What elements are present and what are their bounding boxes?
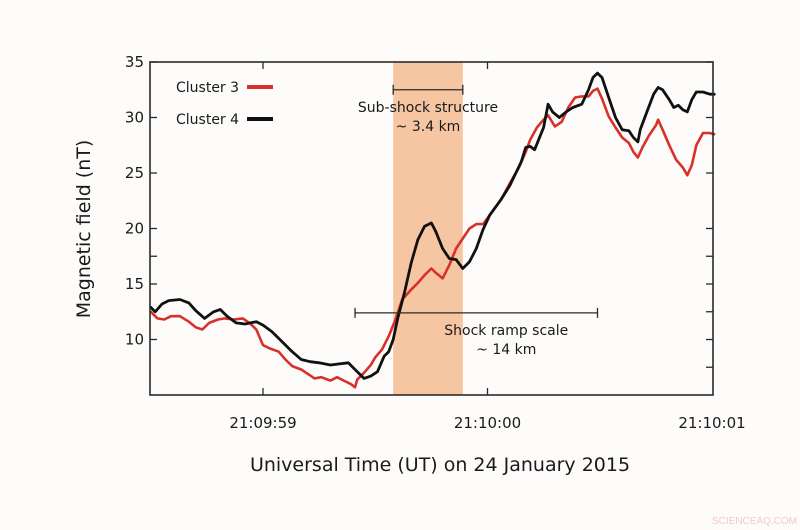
y-axis-title: Magnetic field (nT) — [73, 140, 95, 319]
sub-shock-bar-annotation: Sub-shock structure ~ 3.4 km — [358, 84, 498, 135]
y-tick-label: 20 — [125, 220, 144, 238]
y-tick-label: 25 — [125, 164, 144, 182]
legend-label-cluster-4: Cluster 4 — [176, 112, 239, 128]
series-line-cluster-4 — [149, 71, 716, 380]
legend: Cluster 3 Cluster 4 — [176, 80, 273, 128]
shock-ramp-bar-annotation: Shock ramp scale ~ 14 km — [354, 307, 599, 358]
annotations: Sub-shock structure ~ 3.4 km Shock ramp sc… — [354, 84, 599, 358]
y-tick-label: 30 — [125, 109, 144, 127]
x-tick-label: 21:10:00 — [454, 414, 521, 432]
shock-ramp-bar-value: ~ 14 km — [476, 342, 536, 358]
x-tick-label: 21:09:59 — [229, 414, 296, 432]
sub-shock-bar-label: Sub-shock structure — [358, 100, 498, 116]
y-tick-label: 10 — [125, 331, 144, 349]
watermark: SCIENCEAQ.COM — [712, 516, 797, 527]
axis-ticks: 10 15 20 25 30 35 21:09:59 21:10:00 21:10:01 — [125, 53, 746, 432]
series-layer — [149, 71, 716, 389]
shock-ramp-bar-label: Shock ramp scale — [444, 323, 568, 339]
legend-label-cluster-3: Cluster 3 — [176, 80, 239, 96]
y-tick-label: 35 — [125, 53, 144, 71]
x-axis-title: Universal Time (UT) on 24 January 2015 — [250, 454, 630, 476]
x-tick-label: 21:10:01 — [678, 414, 745, 432]
sub-shock-bar-value: ~ 3.4 km — [396, 119, 461, 135]
sub-shock-shaded-band — [393, 62, 463, 395]
series-line-cluster-3 — [149, 87, 716, 389]
y-tick-label: 15 — [125, 275, 144, 293]
